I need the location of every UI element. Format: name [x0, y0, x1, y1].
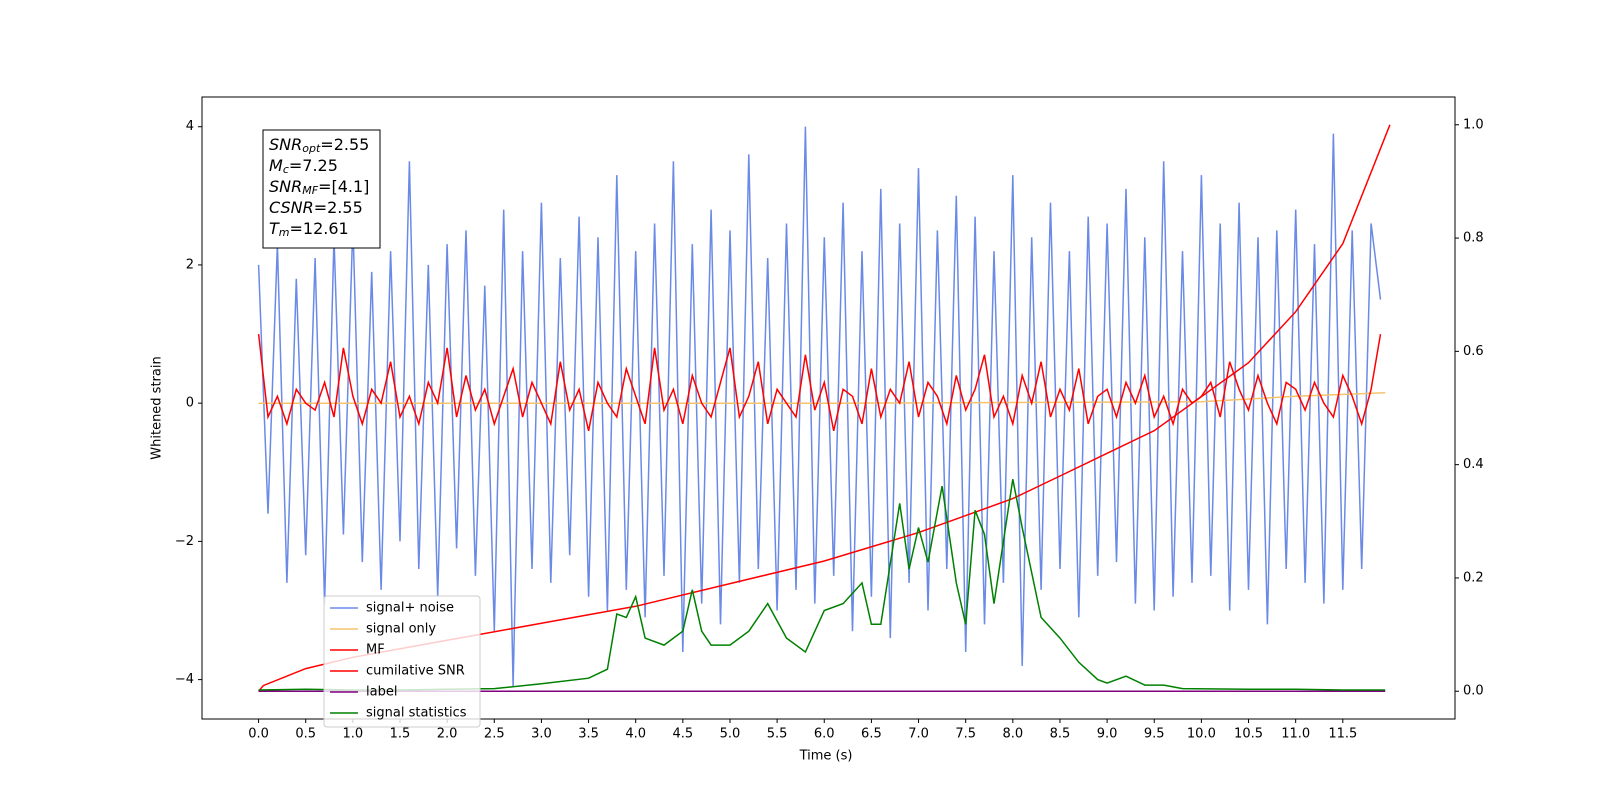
annotation-value: =2.55	[320, 135, 369, 154]
annotation-line: CSNR=2.55	[269, 198, 363, 217]
x-tick-label: 10.0	[1187, 727, 1216, 742]
x-tick-label: 0.0	[248, 727, 269, 742]
x-tick-label: 2.5	[484, 727, 505, 742]
x-tick-label: 7.5	[955, 727, 976, 742]
annotation-sub: c	[283, 163, 289, 176]
series-line	[258, 392, 1386, 404]
annotation-main: M	[269, 156, 283, 175]
x-tick-label: 11.0	[1281, 727, 1310, 742]
legend-label: signal only	[366, 622, 436, 637]
x-tick-label: 2.0	[437, 727, 458, 742]
annotation-line: SNRMF=[4.1]	[269, 177, 369, 198]
annotation-line: Tm=12.61	[269, 219, 349, 240]
annotation-sub: m	[279, 226, 290, 239]
y2-tick-label: 0.8	[1463, 231, 1484, 246]
x-tick-label: 9.5	[1144, 727, 1165, 742]
y2-tick-label: 0.6	[1463, 344, 1484, 359]
annotation-line: Mc=7.25	[269, 156, 338, 177]
y2-tick-label: 0.0	[1463, 684, 1484, 699]
legend-label: label	[366, 685, 397, 700]
y-axis-label: Whitened strain	[150, 356, 165, 459]
legend-label: signal+ noise	[366, 601, 454, 616]
x-tick-label: 1.5	[390, 727, 411, 742]
y-tick-label: 4	[186, 119, 194, 134]
annotation-value: =7.25	[289, 156, 338, 175]
x-tick-label: 7.0	[908, 727, 929, 742]
annotation-sub: MF	[302, 184, 318, 197]
x-tick-label: 4.5	[672, 727, 693, 742]
legend-box	[323, 595, 481, 728]
x-tick-label: 8.0	[1002, 727, 1023, 742]
annotation-value: =12.61	[290, 219, 349, 238]
annotation-sub: opt	[302, 142, 321, 155]
y2-tick-label: 0.4	[1463, 457, 1484, 472]
y-tick-label: 0	[186, 396, 194, 411]
x-tick-label: 5.0	[720, 727, 741, 742]
y-tick-label: −2	[175, 534, 194, 549]
y2-tick-label: 1.0	[1463, 117, 1484, 132]
annotation-main: SNR	[269, 135, 302, 154]
x-tick-label: 6.0	[814, 727, 835, 742]
series-line	[258, 479, 1386, 691]
annotation-main: CSNR	[269, 198, 314, 217]
x-axis-label: Time (s)	[799, 749, 853, 764]
x-tick-label: 10.5	[1234, 727, 1263, 742]
annotation-line: SNRopt=2.55	[269, 135, 369, 156]
x-tick-label: 11.5	[1328, 727, 1357, 742]
legend-label: cumilative SNR	[366, 664, 465, 679]
y2-tick-label: 0.2	[1463, 570, 1484, 585]
x-tick-label: 4.0	[625, 727, 646, 742]
x-tick-label: 3.0	[531, 727, 552, 742]
x-tick-label: 8.5	[1050, 727, 1071, 742]
x-tick-label: 6.5	[861, 727, 882, 742]
x-tick-label: 9.0	[1097, 727, 1118, 742]
annotation-box	[262, 129, 381, 249]
x-tick-label: 3.5	[578, 727, 599, 742]
series-line	[257, 126, 1382, 687]
annotation-value: =[4.1]	[318, 177, 369, 196]
annotation-main: T	[269, 219, 280, 238]
x-tick-label: 5.5	[767, 727, 788, 742]
plot-frame	[201, 96, 1456, 720]
legend-label: signal statistics	[366, 706, 467, 721]
x-tick-label: 1.0	[343, 727, 364, 742]
legend-label: MF	[366, 643, 385, 658]
x-tick-label: 0.5	[295, 727, 316, 742]
y-tick-label: −4	[175, 672, 194, 687]
annotation-value: =2.55	[314, 198, 363, 217]
annotation-main: SNR	[269, 177, 302, 196]
y-tick-label: 2	[186, 257, 194, 272]
